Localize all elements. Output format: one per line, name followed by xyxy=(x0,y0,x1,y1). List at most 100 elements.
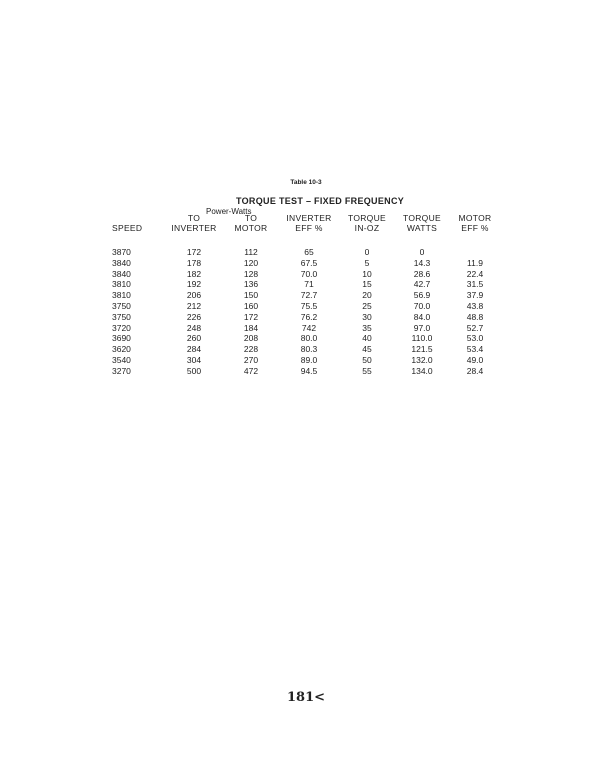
column-header-line: MOTOR xyxy=(234,222,268,233)
table-cell: 284 xyxy=(186,344,202,355)
table-cell: 22.4 xyxy=(466,268,484,279)
column-header-line: TO xyxy=(244,213,258,223)
table-cell: 3720 xyxy=(112,322,131,333)
table-cell: 3870 xyxy=(112,247,131,257)
table-cell: 0 xyxy=(419,247,425,257)
table-cell: 228 xyxy=(243,344,259,355)
table-cell: 3840 xyxy=(112,268,131,279)
table-cell: 3620 xyxy=(112,344,131,355)
table-cell: 208 xyxy=(243,333,259,344)
table-cell: 206 xyxy=(186,290,202,301)
table-cell: 3810 xyxy=(112,279,131,290)
table-cell: 53.4 xyxy=(466,344,484,355)
table-cell: 42.7 xyxy=(413,279,431,290)
column-header-line: SPEED xyxy=(112,222,143,233)
table-cell: 3270 xyxy=(112,365,131,376)
table-cell: 5 xyxy=(364,257,370,268)
table-cell: 94.5 xyxy=(300,365,318,376)
table-cell: 56.9 xyxy=(413,290,431,301)
group-header-power-watts: Power-Watts xyxy=(206,207,252,216)
table-row: 3620 284 228 80.3 45 121.5 53.4 xyxy=(112,344,502,355)
column-header-line: INVERTER xyxy=(286,213,332,223)
table-cell: 3840 xyxy=(112,257,131,268)
table-cell: 134.0 xyxy=(411,365,433,376)
table-caption: Table 10-3 xyxy=(290,179,322,186)
table-row: 3810 206 150 72.7 20 56.9 37.9 xyxy=(112,290,502,301)
table-cell: 472 xyxy=(243,365,259,376)
table-row: 3870 172 112 65 0 0 xyxy=(112,247,502,258)
table-cell: 160 xyxy=(243,300,259,311)
table-cell: 132.0 xyxy=(411,354,433,365)
table-cell: 25 xyxy=(362,300,372,311)
table-cell: 70.0 xyxy=(300,268,318,279)
torque-test-table: SPEED TO INVERTER TO MOTOR INVERTER EFF % TORQU… xyxy=(112,213,502,377)
table-cell: 71 xyxy=(304,279,314,290)
table-cell: 0 xyxy=(364,247,370,257)
column-header: TORQUE IN-OZ xyxy=(338,213,396,247)
table-cell: 212 xyxy=(186,300,202,311)
table-row: 3810 192 136 71 15 42.7 31.5 xyxy=(112,279,502,290)
table-cell: 260 xyxy=(186,333,202,344)
table-cell: 76.2 xyxy=(300,311,318,322)
page-number: 181< xyxy=(286,690,326,705)
table-cell: 84.0 xyxy=(413,311,431,322)
column-header: TO INVERTER xyxy=(166,213,222,247)
table-cell: 3690 xyxy=(112,333,131,344)
table-cell: 3750 xyxy=(112,300,131,311)
table-cell: 136 xyxy=(243,279,259,290)
table-cell: 184 xyxy=(243,322,259,333)
table-cell: 248 xyxy=(186,322,202,333)
table-cell: 45 xyxy=(362,344,372,355)
table-cell: 10 xyxy=(362,268,372,279)
column-header: MOTOR EFF % xyxy=(448,213,502,247)
table-cell: 40 xyxy=(362,333,372,344)
table-cell: 128 xyxy=(243,268,259,279)
table-cell: 89.0 xyxy=(300,354,318,365)
table-cell: 121.5 xyxy=(411,344,433,355)
table-cell: 48.8 xyxy=(466,311,484,322)
table-cell: 55 xyxy=(362,365,372,376)
column-header-line: WATTS xyxy=(406,222,438,233)
table-cell: 37.9 xyxy=(466,290,484,301)
table-cell: 30 xyxy=(362,311,372,322)
table-row: 3270 500 472 94.5 55 134.0 28.4 xyxy=(112,366,502,377)
column-header-line: EFF % xyxy=(461,222,489,233)
table-cell: 172 xyxy=(243,311,259,322)
table-row: 3840 178 120 67.5 5 14.3 11.9 xyxy=(112,258,502,269)
table-row: 3720 248 184 742 35 97.0 52.7 xyxy=(112,323,502,334)
header-row: SPEED TO INVERTER TO MOTOR INVERTER EFF % TORQU… xyxy=(112,213,502,247)
table-cell: 80.3 xyxy=(300,344,318,355)
table-cell: 742 xyxy=(301,322,317,333)
table-cell: 75.5 xyxy=(300,300,318,311)
column-header-line: INVERTER xyxy=(171,222,217,233)
column-header-line: TORQUE xyxy=(347,213,386,223)
table-cell: 53.0 xyxy=(466,333,484,344)
table-row: 3840 182 128 70.0 10 28.6 22.4 xyxy=(112,269,502,280)
column-header-line: EFF % xyxy=(295,222,323,233)
table-cell: 500 xyxy=(186,365,202,376)
table-cell: 304 xyxy=(186,354,202,365)
table-cell: 80.0 xyxy=(300,333,318,344)
table-cell: 67.5 xyxy=(300,257,318,268)
table-row: 3540 304 270 89.0 50 132.0 49.0 xyxy=(112,355,502,366)
column-header-line: MOTOR xyxy=(458,213,492,223)
table-cell xyxy=(448,247,502,258)
table-title: TORQUE TEST – FIXED FREQUENCY xyxy=(236,196,405,206)
table-cell: 70.0 xyxy=(413,300,431,311)
column-header-line: TORQUE xyxy=(402,213,441,223)
table-cell: 52.7 xyxy=(466,322,484,333)
column-header: INVERTER EFF % xyxy=(280,213,338,247)
table-cell: 50 xyxy=(362,354,372,365)
table-cell: 182 xyxy=(186,268,202,279)
table-cell: 31.5 xyxy=(466,279,484,290)
table-cell: 20 xyxy=(362,290,372,301)
table-cell: 120 xyxy=(243,257,259,268)
table-cell: 270 xyxy=(243,354,259,365)
table-cell: 150 xyxy=(243,290,259,301)
table-cell: 28.4 xyxy=(466,365,484,376)
table-cell: 3750 xyxy=(112,311,131,322)
table-row: 3690 260 208 80.0 40 110.0 53.0 xyxy=(112,333,502,344)
table-cell: 192 xyxy=(186,279,202,290)
table-cell: 3540 xyxy=(112,354,131,365)
table-cell: 3810 xyxy=(112,290,131,301)
